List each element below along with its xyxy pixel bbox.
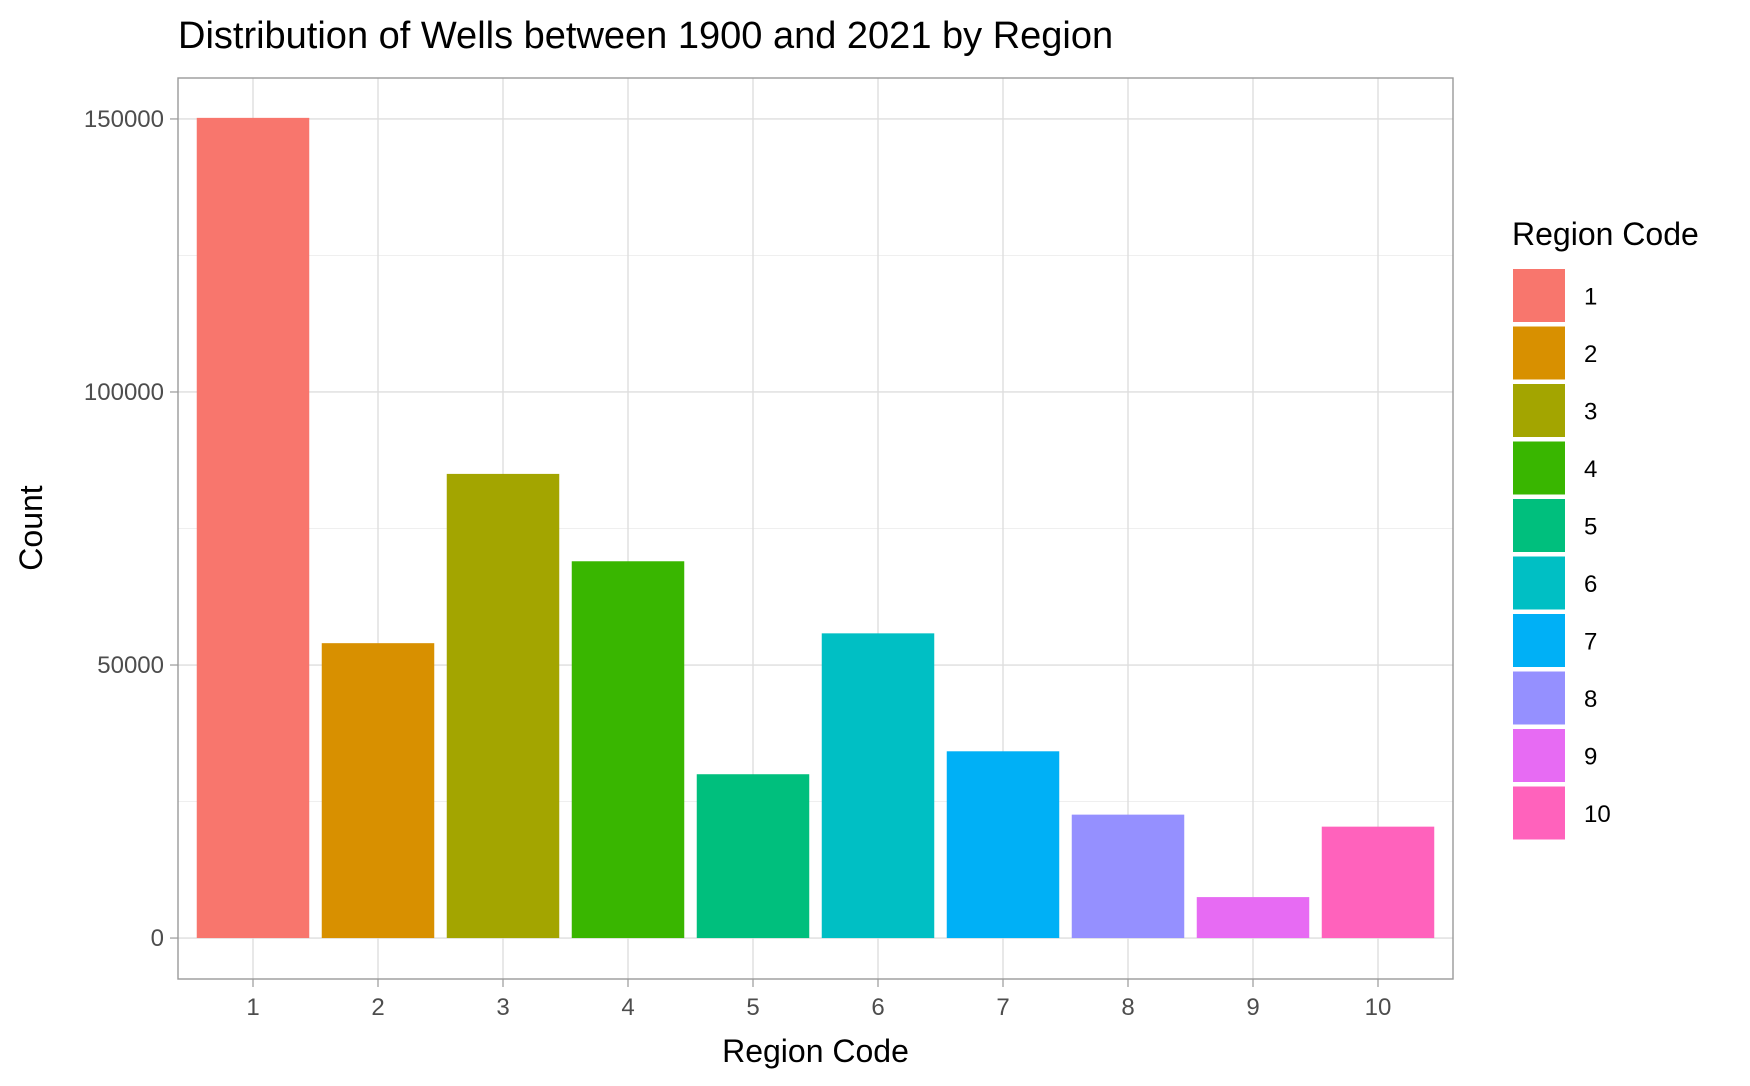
x-axis-title: Region Code	[722, 1033, 909, 1069]
legend-items: 1 2 3 4 5 6 7 8 9 10	[1511, 267, 1611, 842]
y-tick-label: 100000	[84, 379, 164, 406]
bars	[196, 117, 1435, 939]
legend-label: 1	[1584, 284, 1597, 311]
x-axis: 1 2 3 4 5 6 7 8 9 10	[246, 979, 1391, 1021]
bar-region-8	[1071, 814, 1185, 939]
legend-label: 6	[1584, 571, 1597, 598]
x-tick-label: 6	[871, 994, 884, 1021]
legend-label: 7	[1584, 629, 1597, 656]
legend: Region Code 1 2 3 4 5 6 7 8 9 10	[1511, 216, 1699, 842]
legend-key-region-10	[1511, 784, 1567, 842]
y-axis-title: Count	[13, 485, 49, 571]
y-tick-label: 150000	[84, 106, 164, 133]
legend-key-region-4	[1511, 439, 1567, 497]
plot-panel	[177, 77, 1454, 980]
bar-region-7	[946, 751, 1060, 939]
bar-region-4	[571, 561, 685, 939]
x-tick-label: 9	[1246, 994, 1259, 1021]
panel-border	[177, 77, 1454, 980]
legend-title: Region Code	[1512, 216, 1699, 252]
bar-region-10	[1321, 826, 1435, 939]
bar-region-6	[821, 633, 935, 939]
x-tick-label: 5	[746, 994, 759, 1021]
bar-region-3	[446, 473, 560, 939]
y-tick-label: 50000	[97, 652, 164, 679]
x-tick-label: 2	[371, 994, 384, 1021]
legend-key-region-9	[1511, 727, 1567, 784]
y-axis: 0 50000 100000 150000	[84, 106, 178, 952]
legend-label: 4	[1584, 456, 1597, 483]
x-tick-label: 1	[246, 994, 259, 1021]
x-tick-label: 3	[496, 994, 509, 1021]
legend-key-region-1	[1511, 267, 1567, 324]
legend-key-region-2	[1511, 324, 1567, 382]
legend-key-region-3	[1511, 382, 1567, 439]
bar-region-9	[1196, 897, 1310, 939]
legend-label: 2	[1584, 341, 1597, 368]
bar-region-5	[696, 774, 810, 939]
chart-title: Distribution of Wells between 1900 and 2…	[178, 15, 1113, 57]
y-tick-label: 0	[151, 925, 164, 952]
legend-key-region-8	[1511, 669, 1567, 727]
x-tick-label: 7	[996, 994, 1009, 1021]
legend-key-region-6	[1511, 554, 1567, 612]
legend-label: 5	[1584, 514, 1597, 541]
legend-label: 9	[1584, 744, 1597, 771]
legend-label: 8	[1584, 686, 1597, 713]
bar-region-1	[196, 117, 310, 939]
x-tick-label: 10	[1365, 994, 1392, 1021]
x-tick-label: 4	[621, 994, 634, 1021]
legend-label: 3	[1584, 399, 1597, 426]
legend-label: 10	[1584, 801, 1611, 828]
x-tick-label: 8	[1121, 994, 1134, 1021]
legend-key-region-5	[1511, 497, 1567, 554]
bar-region-2	[321, 643, 435, 939]
legend-key-region-7	[1511, 612, 1567, 669]
